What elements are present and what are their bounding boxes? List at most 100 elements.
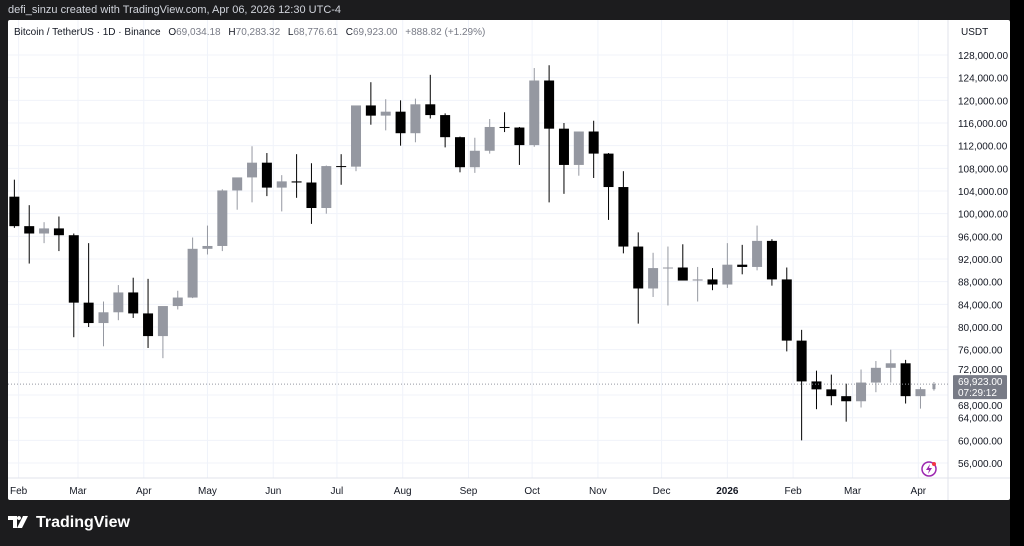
y-tick-label: 104,000.00 [958,187,1008,198]
candle-body [588,131,599,154]
x-tick-label: Apr [911,486,927,497]
candle-body [395,111,406,134]
tradingview-logo[interactable]: TradingView [8,514,130,532]
candle-body [351,105,362,167]
candle-body [247,162,258,178]
price-badge-value: 69,923.00 [958,377,1003,388]
candle-body [454,137,465,168]
candle-body [380,111,391,116]
candle-body [410,104,421,134]
low-label: L [287,27,294,38]
candle-body [187,248,198,298]
x-tick-label: Sep [460,486,478,497]
y-tick-label: 128,000.00 [958,51,1008,62]
candle-body [766,240,777,280]
candle-body [306,182,317,209]
x-tick-label: Oct [524,486,540,497]
x-tick-label: Jun [265,486,281,497]
candle-body [856,382,867,402]
lightning-icon [921,461,937,477]
y-tick-label: 64,000.00 [958,414,1003,425]
candle-body [321,166,332,209]
y-tick-label: 100,000.00 [958,210,1008,221]
y-tick-label: 56,000.00 [958,459,1003,470]
change-value: +888.82 (+1.29%) [405,27,486,38]
candle-body [932,384,936,390]
x-tick-label: 2026 [716,486,739,497]
x-tick-label: Dec [653,486,671,497]
y-tick-label: 72,000.00 [958,365,1003,376]
candle-body [53,228,64,236]
candle-body [826,389,837,397]
y-tick-label: 108,000.00 [958,164,1008,175]
x-tick-label: Mar [69,486,87,497]
candle-body [202,245,213,249]
right-border [1010,0,1024,546]
candle-body [157,306,168,337]
high-value: 70,283.32 [235,27,281,38]
candle-body [365,105,376,116]
candle-body [484,126,495,151]
candle-body [796,340,807,382]
candle-body [232,177,243,191]
open-label: O [168,27,177,38]
candle-body [544,80,555,129]
candle-body [722,264,733,285]
price-badge [953,375,1007,400]
bar-countdown: 07:29:12 [958,388,997,399]
candle-body [870,367,881,383]
candle-body [677,267,688,281]
y-tick-label: 60,000.00 [958,436,1003,447]
close-value: 69,923.00 [353,27,398,38]
candle-body [68,235,79,303]
x-tick-label: May [198,486,217,497]
candle-body [217,190,228,246]
candle-body [499,126,510,128]
candle-body [9,196,20,227]
x-tick-label: Mar [844,486,862,497]
y-tick-label: 76,000.00 [958,346,1003,357]
candle-body [291,181,302,183]
candle-body [841,396,852,402]
low-value: 68,776.61 [293,27,338,38]
close-label: C [345,27,353,38]
y-tick-label: 92,000.00 [958,255,1003,266]
notification-dot [932,462,936,466]
candle-body [662,267,673,269]
high-label: H [228,27,236,38]
candle-body [98,312,109,324]
candle-body [24,226,35,234]
y-tick-label: 88,000.00 [958,278,1003,289]
x-tick-label: Feb [785,486,803,497]
candle-body [276,181,287,188]
candle-body [811,381,822,390]
candle-body [469,150,480,168]
candle-body [558,128,569,165]
candle-body [440,115,451,138]
candle-body [83,302,94,324]
candle-body [752,240,763,267]
candle-body [900,363,911,397]
y-tick-label: 80,000.00 [958,323,1003,334]
candle-body [618,187,629,247]
y-tick-label: 68,000.00 [958,401,1003,412]
candle-body [781,279,792,341]
candle-body [692,279,703,281]
candle-body [707,279,718,285]
candle-body [915,389,926,397]
candle-body [425,104,436,116]
x-tick-label: Jul [331,486,344,497]
candle-body [633,246,644,289]
candle-body [113,292,124,313]
candle-body [573,131,584,165]
open-value: 69,034.18 [176,27,221,38]
candle-body [261,162,272,188]
y-tick-label: 116,000.00 [958,119,1008,130]
y-tick-label: 112,000.00 [958,142,1008,153]
y-tick-label: 96,000.00 [958,232,1003,243]
symbol-title[interactable]: Bitcoin / TetherUS · 1D · Binance [14,27,161,38]
x-tick-label: Aug [394,486,412,497]
y-tick-label: 124,000.00 [958,74,1008,85]
candle-body [648,268,659,289]
